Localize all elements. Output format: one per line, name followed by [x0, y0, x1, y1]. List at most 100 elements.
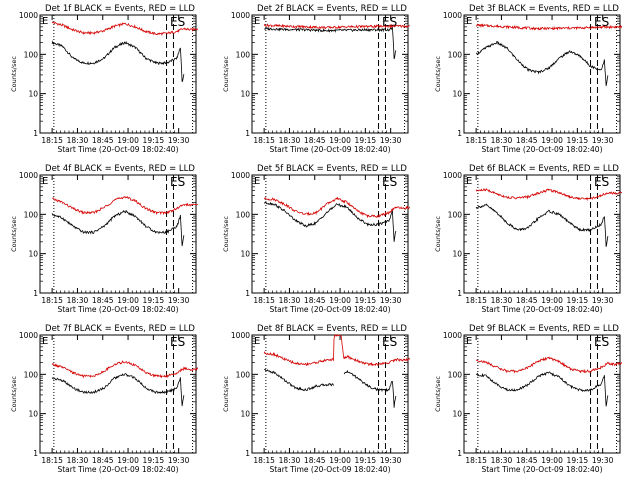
panel-title: Det 7f BLACK = Events, RED = LLD: [45, 324, 195, 334]
x-tick-label: 18:30: [491, 456, 513, 465]
x-tick-label: 18:30: [279, 296, 301, 305]
y-tick-label: 10: [452, 250, 462, 259]
y-tick-label: 1000: [443, 171, 462, 180]
corner-label-left: E: [466, 16, 472, 27]
plot-frame: [251, 174, 409, 294]
y-axis-label: Counts/sec: [222, 56, 230, 92]
x-tick-label: 19:30: [380, 296, 402, 305]
panel-title: Det 2f BLACK = Events, RED = LLD: [257, 4, 407, 14]
plot-frame: [39, 334, 197, 454]
x-tick-label: 19:30: [380, 136, 402, 145]
x-tick-label: 18:15: [253, 456, 275, 465]
y-tick-label: 1: [33, 449, 38, 458]
y-tick-label: 1000: [19, 171, 38, 180]
x-tick-label: 18:45: [516, 136, 538, 145]
y-tick-label: 10: [452, 410, 462, 419]
x-tick-label: 19:30: [592, 296, 614, 305]
x-tick-label: 18:15: [41, 296, 63, 305]
corner-label-right: ES: [594, 335, 609, 349]
series-line-lld: [475, 356, 623, 374]
y-tick-label: 100: [448, 370, 463, 379]
y-tick-label: 1: [457, 449, 462, 458]
corner-label-left: E: [42, 16, 48, 27]
x-axis-label: Start Time (20-Oct-09 18:02:40): [481, 465, 602, 474]
corner-label-left: E: [254, 336, 260, 347]
x-tick-label: 18:45: [516, 296, 538, 305]
x-axis-label: Start Time (20-Oct-09 18:02:40): [269, 465, 390, 474]
y-tick-label: 10: [452, 90, 462, 99]
corner-label-right: ES: [594, 175, 609, 189]
x-axis-label: Start Time (20-Oct-09 18:02:40): [481, 305, 602, 314]
corner-label-left: E: [466, 336, 472, 347]
x-tick-label: 18:30: [279, 456, 301, 465]
series-line-lld: [475, 188, 623, 202]
plot-frame: [39, 174, 197, 294]
y-tick-label: 1: [33, 289, 38, 298]
plot-frame: [463, 174, 621, 294]
x-tick-label: 18:30: [67, 456, 89, 465]
x-axis-label: Start Time (20-Oct-09 18:02:40): [57, 305, 178, 314]
detector-panel-7: Det 7f BLACK = Events, RED = LLD 1 10 100 10…: [10, 324, 199, 474]
y-axis-label: Counts/sec: [434, 216, 442, 252]
x-axis-label: Start Time (20-Oct-09 18:02:40): [481, 145, 602, 154]
series-line-events: [343, 369, 397, 408]
corner-label-left: E: [254, 176, 260, 187]
series-line-lld: [263, 23, 410, 30]
plot-frame: [463, 334, 621, 454]
x-tick-label: 18:30: [491, 136, 513, 145]
y-axis-label: Counts/sec: [222, 216, 230, 252]
x-tick-label: 18:45: [92, 296, 114, 305]
x-axis-label: Start Time (20-Oct-09 18:02:40): [269, 305, 390, 314]
series-line-events: [263, 26, 397, 60]
y-tick-label: 100: [236, 370, 251, 379]
y-tick-label: 1000: [231, 11, 250, 20]
corner-label-right: ES: [594, 15, 609, 29]
y-tick-label: 1000: [443, 11, 462, 20]
x-tick-label: 19:30: [168, 136, 190, 145]
series-line-events: [476, 371, 609, 407]
y-tick-label: 100: [236, 210, 251, 219]
x-axis-label: Start Time (20-Oct-09 18:02:40): [57, 145, 178, 154]
plot-frame: [39, 14, 197, 134]
y-tick-label: 100: [236, 50, 251, 59]
x-tick-label: 18:30: [67, 296, 89, 305]
x-tick-label: 18:15: [465, 136, 487, 145]
y-axis-label: Counts/sec: [222, 376, 230, 412]
series-line-events: [264, 368, 334, 392]
y-tick-label: 10: [28, 410, 38, 419]
y-tick-label: 10: [240, 250, 250, 259]
corner-label-left: E: [42, 176, 48, 187]
series-line-lld: [263, 334, 411, 367]
x-tick-label: 19:30: [380, 456, 402, 465]
x-tick-label: 18:15: [465, 296, 487, 305]
series-line-lld: [263, 196, 411, 219]
detector-panel-8: Det 8f BLACK = Events, RED = LLD 1 10 100 10…: [222, 324, 411, 474]
y-tick-label: 10: [28, 90, 38, 99]
series-line-events: [476, 40, 609, 86]
x-tick-label: 19:15: [567, 296, 589, 305]
x-tick-label: 19:00: [329, 136, 351, 145]
detector-panel-6: Det 6f BLACK = Events, RED = LLD 1 10 100 10…: [434, 164, 623, 314]
x-tick-label: 19:00: [117, 136, 139, 145]
y-tick-label: 1: [33, 129, 38, 138]
series-line-events: [51, 40, 185, 82]
y-tick-label: 100: [24, 370, 39, 379]
y-tick-label: 1000: [231, 331, 250, 340]
x-tick-label: 18:45: [92, 456, 114, 465]
series-line-lld: [51, 21, 199, 36]
x-tick-label: 19:30: [168, 456, 190, 465]
x-tick-label: 19:15: [143, 136, 165, 145]
x-tick-label: 18:45: [92, 136, 114, 145]
x-tick-label: 19:15: [567, 456, 589, 465]
panel-title: Det 4f BLACK = Events, RED = LLD: [45, 164, 195, 174]
detector-panel-3: Det 3f BLACK = Events, RED = LLD 1 10 100 10…: [434, 4, 623, 154]
corner-label-left: E: [254, 16, 260, 27]
corner-label-right: ES: [382, 175, 397, 189]
detector-panel-2: Det 2f BLACK = Events, RED = LLD 1 10 100 10…: [222, 4, 410, 154]
corner-label-right: ES: [170, 15, 185, 29]
x-tick-label: 18:45: [516, 456, 538, 465]
x-tick-label: 18:15: [41, 456, 63, 465]
y-axis-label: Counts/sec: [434, 376, 442, 412]
detector-panel-1: Det 1f BLACK = Events, RED = LLD 1 10 100 10…: [10, 4, 199, 154]
x-tick-label: 19:00: [541, 456, 563, 465]
